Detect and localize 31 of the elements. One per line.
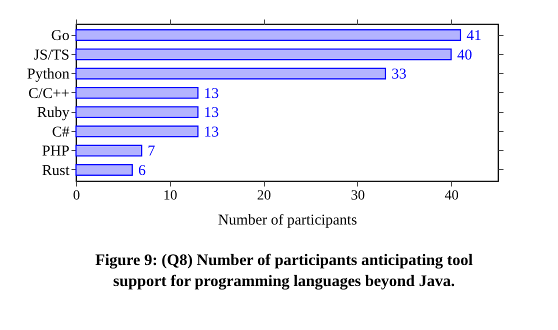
data-label: 33 (391, 66, 406, 83)
data-label: 13 (204, 86, 219, 102)
data-label: 41 (466, 28, 482, 44)
y-tick-label: C# (52, 124, 70, 140)
bar (75, 126, 199, 138)
data-label: 13 (204, 124, 219, 140)
x-tick-label: 20 (257, 188, 272, 204)
y-tick-label: PHP (42, 144, 70, 160)
x-tick-label: 0 (73, 188, 80, 204)
y-tick-label: JS/TS (34, 47, 70, 64)
x-tick-label: 30 (350, 188, 365, 204)
y-tick-label: Python (26, 66, 70, 83)
y-tick-label: C/C++ (28, 86, 70, 102)
x-tick-label: 40 (444, 188, 459, 204)
x-axis-title: Number of participants (218, 212, 358, 228)
bar (75, 144, 142, 157)
x-tick-label: 10 (163, 188, 178, 204)
bar (75, 29, 462, 41)
y-tick-label: Rust (42, 162, 70, 179)
bar (75, 68, 386, 80)
bar (75, 106, 199, 118)
bar (75, 164, 133, 176)
data-label: 40 (457, 47, 472, 64)
data-label: 7 (148, 144, 156, 160)
text: Figure 9: (Q8) Number of participants anticipating tool support for programming languages beyond Java. (94, 251, 474, 292)
y-tick-label: Go (51, 28, 70, 44)
bar (75, 48, 452, 60)
data-label: 13 (204, 105, 219, 122)
y-tick-label: Ruby (36, 105, 70, 122)
data-label: 6 (138, 162, 146, 179)
bar (75, 86, 199, 99)
